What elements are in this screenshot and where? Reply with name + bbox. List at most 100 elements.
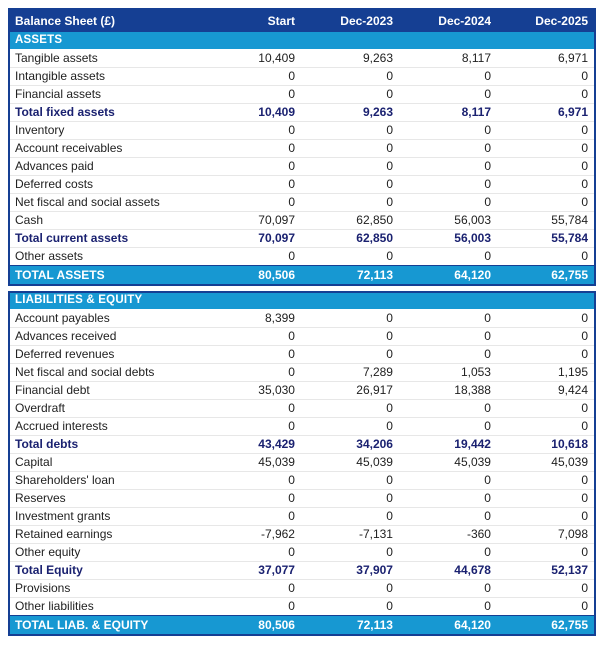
cell-value: 0 bbox=[202, 506, 301, 525]
cell-value: 9,263 bbox=[362, 50, 393, 65]
cell-value: 0 bbox=[399, 156, 497, 175]
total-cell-value: 62,755 bbox=[497, 264, 595, 285]
cell-value: 0 bbox=[300, 416, 399, 435]
cell-value: 0 bbox=[496, 398, 595, 417]
table-row: Retained earnings -7,962 -7,131 -360 7,098 bbox=[9, 524, 595, 543]
cell-value: 0 bbox=[497, 174, 595, 193]
cell-value: 0 bbox=[398, 470, 497, 489]
cell-value: 0 bbox=[300, 488, 399, 507]
cell-value: 0 bbox=[497, 138, 595, 157]
table-row: Net fiscal and social assets 0 0 0 0 bbox=[9, 192, 595, 211]
cell-value: 0 bbox=[300, 344, 399, 363]
row-label: Provisions bbox=[9, 578, 203, 597]
table-row: Cash 70,097 62,850 56,003 55,784 bbox=[9, 210, 595, 229]
section-title: LIABILITIES & EQUITY bbox=[9, 292, 595, 309]
table-row: Net fiscal and social debts 0 7,289 1,053 1,… bbox=[9, 362, 595, 381]
cell-value: 8,117 bbox=[399, 102, 497, 121]
table-row: Deferred costs 0 0 0 0 bbox=[9, 174, 595, 193]
cell-value: 0 bbox=[300, 596, 399, 615]
cell-value: 0 bbox=[398, 416, 497, 435]
cell-value: 0 bbox=[496, 470, 595, 489]
cell-value: 0 bbox=[398, 506, 497, 525]
table-row: Other equity 0 0 0 0 bbox=[9, 542, 595, 561]
cell-value: 6,971 bbox=[497, 102, 595, 121]
cell-value: 8,399 bbox=[264, 310, 295, 325]
row-label: Total fixed assets bbox=[9, 102, 203, 121]
cell-value: 9,263 bbox=[301, 102, 399, 121]
total-cell-value: 80,506 bbox=[203, 264, 301, 285]
table-row: Capital 45,039 45,039 45,039 45,039 bbox=[9, 452, 595, 471]
row-label: Shareholders' loan bbox=[9, 470, 203, 489]
cell-value: 0 bbox=[399, 192, 497, 211]
cell-value: 0 bbox=[386, 310, 393, 325]
cell-value: 0 bbox=[300, 542, 399, 561]
liabilities-table: LIABILITIES & EQUITY Account payables 8,3… bbox=[8, 291, 596, 636]
table-row: Financial debt 35,030 26,917 18,388 9,424 bbox=[9, 380, 595, 399]
row-label: Accrued interests bbox=[9, 416, 203, 435]
row-label: Advances received bbox=[9, 326, 203, 345]
cell-value: 43,429 bbox=[202, 434, 301, 453]
assets-section-header: ASSETS bbox=[9, 32, 595, 49]
cell-value: 0 bbox=[203, 174, 301, 193]
row-label: Account payables bbox=[15, 310, 110, 325]
cell-value: 0 bbox=[301, 246, 399, 265]
table-row: Total fixed assets 10,409 9,263 8,117 6,971 bbox=[9, 102, 595, 121]
cell-value: 56,003 bbox=[399, 210, 497, 229]
table-row: Total debts 43,429 34,206 19,442 10,618 bbox=[9, 434, 595, 453]
row-label: Financial debt bbox=[9, 380, 203, 399]
cell-value: 10,618 bbox=[496, 434, 595, 453]
row-label: Advances paid bbox=[9, 156, 203, 175]
row-label: Total debts bbox=[9, 434, 203, 453]
cell-value: 6,971 bbox=[557, 50, 588, 65]
cell-value: 0 bbox=[301, 84, 399, 103]
cell-value: 0 bbox=[484, 310, 491, 325]
table-title: Balance Sheet (£) bbox=[9, 9, 203, 32]
cell-value: 0 bbox=[497, 66, 595, 85]
cell-value: 0 bbox=[496, 488, 595, 507]
cell-value: 62,850 bbox=[301, 210, 399, 229]
column-header-dec-2024: Dec-2024 bbox=[399, 9, 497, 32]
row-label: Capital bbox=[9, 452, 203, 471]
section-title: ASSETS bbox=[9, 32, 595, 49]
table-row: Account payables 8,399 0 0 0 bbox=[9, 309, 595, 327]
cell-value: 0 bbox=[581, 310, 588, 325]
row-label: Tangible assets bbox=[15, 50, 98, 65]
table-row: Tangible assets 10,409 9,263 8,117 6,971 bbox=[9, 49, 595, 67]
assets-table: Balance Sheet (£) Start Dec-2023 Dec-202… bbox=[8, 8, 596, 286]
total-assets-row: TOTAL ASSETS 80,506 72,113 64,120 62,755 bbox=[9, 264, 595, 285]
cell-value: 0 bbox=[398, 578, 497, 597]
total-liabilities-equity-row: TOTAL LIAB. & EQUITY 80,506 72,113 64,12… bbox=[9, 614, 595, 635]
row-label: Investment grants bbox=[9, 506, 203, 525]
total-cell-value: 62,755 bbox=[496, 614, 595, 635]
cell-value: 37,077 bbox=[202, 560, 301, 579]
cell-value: 0 bbox=[497, 246, 595, 265]
table-header-row: Balance Sheet (£) Start Dec-2023 Dec-202… bbox=[9, 9, 595, 32]
table-row: Provisions 0 0 0 0 bbox=[9, 578, 595, 597]
cell-value: 10,409 bbox=[203, 102, 301, 121]
cell-value: 0 bbox=[202, 542, 301, 561]
row-label: Other equity bbox=[9, 542, 203, 561]
table-row: Advances received 0 0 0 0 bbox=[9, 326, 595, 345]
cell-value: 0 bbox=[202, 398, 301, 417]
table-row: Deferred revenues 0 0 0 0 bbox=[9, 344, 595, 363]
cell-value: 52,137 bbox=[496, 560, 595, 579]
cell-value: 0 bbox=[301, 66, 399, 85]
cell-value: 34,206 bbox=[300, 434, 399, 453]
cell-value: 0 bbox=[203, 192, 301, 211]
cell-value: -7,131 bbox=[300, 524, 399, 543]
cell-value: 0 bbox=[300, 578, 399, 597]
cell-value: 0 bbox=[300, 470, 399, 489]
total-cell-value: 72,113 bbox=[300, 614, 399, 635]
cell-value: 0 bbox=[202, 596, 301, 615]
cell-value: 0 bbox=[203, 246, 301, 265]
cell-value: 0 bbox=[203, 138, 301, 157]
row-label: Deferred revenues bbox=[9, 344, 203, 363]
cell-value: 62,850 bbox=[301, 228, 399, 247]
cell-value: 0 bbox=[300, 326, 399, 345]
cell-value: 37,907 bbox=[300, 560, 399, 579]
balance-sheet: Balance Sheet (£) Start Dec-2023 Dec-202… bbox=[8, 8, 596, 636]
table-row: Other assets 0 0 0 0 bbox=[9, 246, 595, 265]
cell-value: 70,097 bbox=[203, 210, 301, 229]
total-row-label: TOTAL LIAB. & EQUITY bbox=[9, 614, 203, 635]
cell-value: 0 bbox=[496, 416, 595, 435]
